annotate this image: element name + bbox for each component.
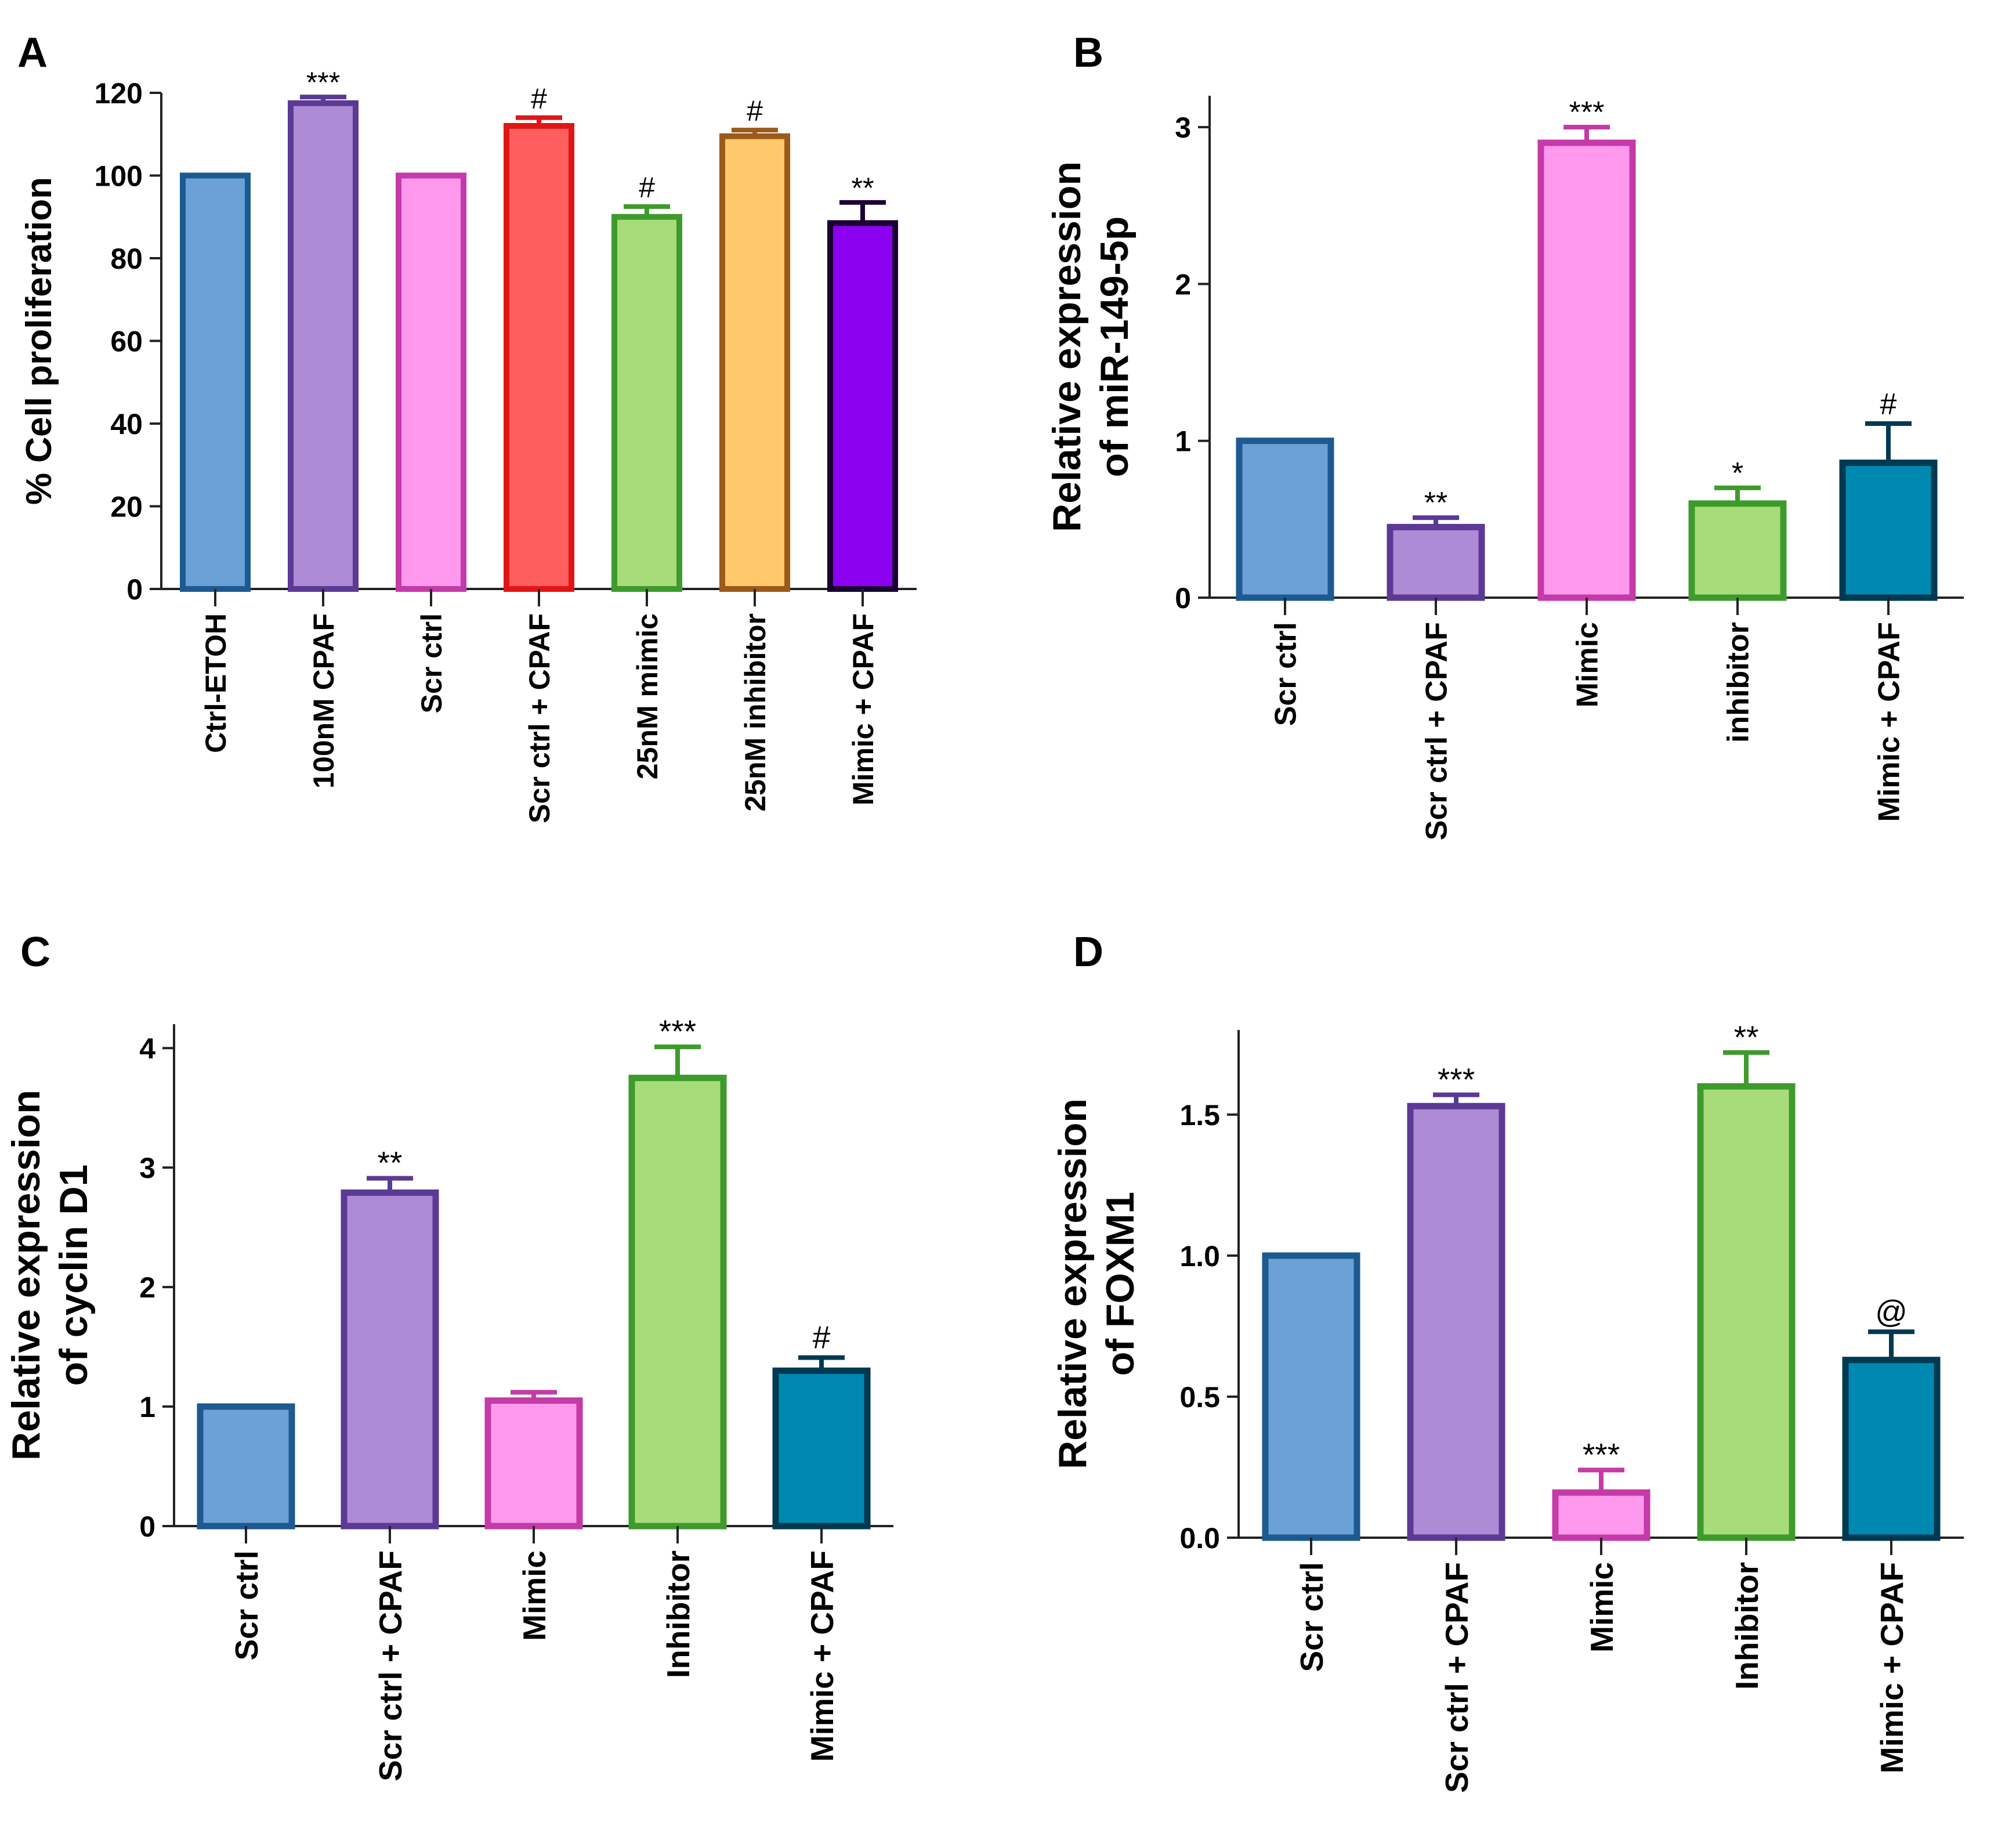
significance-label: # xyxy=(747,95,763,127)
bar xyxy=(772,1367,871,1530)
y-tick-label: 0 xyxy=(139,1510,155,1543)
bar xyxy=(611,214,682,592)
x-category-label: Inhibitor xyxy=(1729,1562,1765,1690)
chart-panel-c: C 0 1 2 3 4 Relative expression of cyclin D1 Scr… xyxy=(4,929,893,1781)
x-category-label: Scr ctrl + CPAF xyxy=(1439,1562,1475,1793)
significance-label: * xyxy=(1732,457,1743,490)
y-tick-label: 1.5 xyxy=(1179,1099,1220,1132)
x-category-label: Mimic xyxy=(1584,1562,1620,1653)
bar xyxy=(341,1189,439,1530)
bar xyxy=(1688,500,1787,601)
significance-label: *** xyxy=(1438,1061,1475,1097)
bar xyxy=(1839,460,1938,601)
bar xyxy=(1842,1357,1941,1541)
bar xyxy=(396,172,466,592)
y-tick-label: 60 xyxy=(110,326,143,358)
x-category-label: inhibitor xyxy=(1722,622,1756,743)
significance-label: ** xyxy=(1734,1019,1759,1055)
y-tick-label: 0 xyxy=(1175,582,1191,614)
significance-label: *** xyxy=(1569,96,1605,129)
bar xyxy=(288,100,359,592)
y-tick-label: 1 xyxy=(1175,425,1191,458)
y-tick-label: 2 xyxy=(1175,268,1191,301)
bar xyxy=(484,1397,583,1530)
y-tick-label: 0.0 xyxy=(1179,1522,1220,1555)
x-category-label: Scr ctrl + CPAF xyxy=(372,1550,408,1781)
y-tick-label: 1 xyxy=(139,1391,155,1423)
y-axis-label-line2: of miR-149-5p xyxy=(1092,216,1137,478)
y-tick-label: 0.5 xyxy=(1179,1381,1220,1414)
bar xyxy=(180,172,251,592)
bar xyxy=(827,220,898,592)
x-category-label: Ctrl-ETOH xyxy=(200,613,232,753)
significance-label: *** xyxy=(306,66,340,99)
y-tick-label: 3 xyxy=(1175,111,1191,144)
x-category-label: Inhibitor xyxy=(660,1550,696,1678)
significance-label: @ xyxy=(1875,1293,1908,1329)
bar xyxy=(628,1075,727,1530)
x-category-label: Mimic + CPAF xyxy=(847,613,879,805)
x-category-label: Mimic xyxy=(516,1550,552,1641)
bar xyxy=(1552,1489,1651,1541)
y-axis-label: Relative expression xyxy=(1051,1098,1095,1469)
y-tick-label: 40 xyxy=(110,408,143,440)
y-axis-label-line2: of cyclin D1 xyxy=(52,1165,96,1386)
y-tick-label: 4 xyxy=(139,1032,155,1065)
significance-label: ** xyxy=(852,172,874,204)
bar xyxy=(1537,139,1636,601)
chart-panel-b: B 0 1 2 3 Relative expression of miR-149-5p Scr… xyxy=(1045,30,1964,840)
y-tick-label: 0 xyxy=(126,573,143,606)
y-tick-label: 3 xyxy=(139,1152,155,1184)
x-category-label: Mimic + CPAF xyxy=(1874,1562,1910,1773)
significance-label: # xyxy=(531,82,547,115)
x-category-label: Mimic + CPAF xyxy=(804,1550,840,1762)
y-axis-label: Relative expression xyxy=(4,1090,48,1461)
bar xyxy=(1407,1102,1505,1541)
x-category-label: Scr ctrl + CPAF xyxy=(523,613,556,823)
y-tick-label: 100 xyxy=(95,160,143,193)
significance-label: ** xyxy=(1424,486,1447,520)
bar xyxy=(1387,523,1485,601)
panel-label: B xyxy=(1073,30,1103,76)
x-category-label: 25nM mimic xyxy=(631,613,664,779)
x-category-label: 100nM CPAF xyxy=(307,613,340,789)
x-category-label: Scr ctrl xyxy=(1294,1562,1330,1672)
y-tick-label: 20 xyxy=(110,491,143,523)
y-axis-label-line2: of FOXM1 xyxy=(1098,1192,1142,1376)
panel-label: C xyxy=(20,929,50,975)
significance-label: # xyxy=(639,171,655,204)
significance-label: *** xyxy=(659,1013,696,1049)
y-tick-label: 2 xyxy=(139,1271,155,1304)
bar xyxy=(719,133,790,592)
chart-panel-a: A 0 20 40 60 80 100 120 % Cell proliferation Ctrl… xyxy=(17,30,917,823)
x-category-label: Mimic xyxy=(1571,622,1605,707)
panel-label: D xyxy=(1073,929,1103,975)
x-category-label: Scr ctrl xyxy=(1269,622,1303,726)
x-category-label: Scr ctrl xyxy=(229,1550,265,1661)
bar xyxy=(1262,1252,1360,1541)
bar xyxy=(1697,1083,1796,1541)
bar xyxy=(504,123,574,592)
significance-label: ** xyxy=(378,1145,403,1181)
significance-label: *** xyxy=(1583,1436,1620,1472)
x-category-label: Mimic + CPAF xyxy=(1873,622,1906,822)
y-axis-label: Relative expression xyxy=(1045,161,1089,532)
significance-label: # xyxy=(813,1320,831,1355)
x-category-label: 25nM inhibitor xyxy=(739,613,772,812)
chart-panel-d: D 0.0 0.5 1.0 1.5 Relative expression of FOXM1… xyxy=(1051,929,1964,1793)
y-tick-label: 120 xyxy=(95,77,143,110)
y-tick-label: 1.0 xyxy=(1179,1240,1220,1273)
y-axis-label: % Cell proliferation xyxy=(19,177,59,505)
x-category-label: Scr ctrl + CPAF xyxy=(1420,622,1454,840)
panel-label: A xyxy=(17,30,48,76)
x-category-label: Scr ctrl xyxy=(415,613,448,713)
y-tick-label: 80 xyxy=(110,243,143,275)
significance-label: # xyxy=(1880,388,1897,421)
bar xyxy=(197,1403,295,1530)
bar xyxy=(1236,438,1334,601)
